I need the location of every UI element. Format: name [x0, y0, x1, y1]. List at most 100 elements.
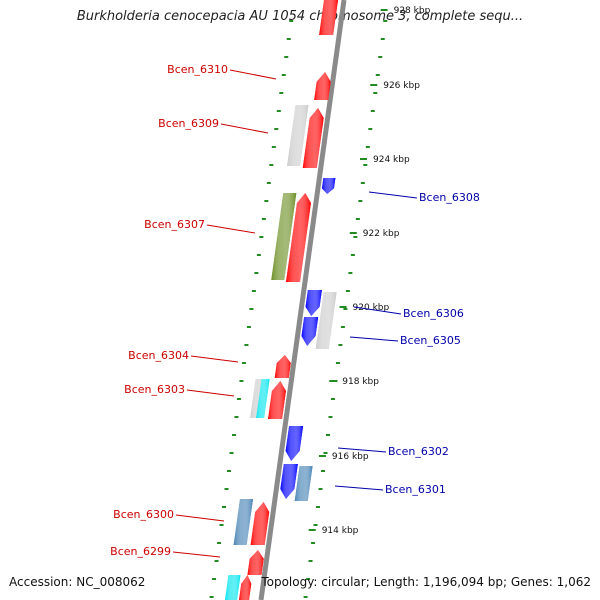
- guide-dot: [340, 326, 345, 328]
- scale-tick-label: 920 kbp: [353, 303, 390, 313]
- gene-bcen-6305-grey-shade: [315, 292, 337, 349]
- guide-dot: [328, 416, 333, 418]
- guide-dot: [229, 452, 234, 454]
- guide-dot: [365, 146, 370, 148]
- guide-dot: [375, 74, 380, 76]
- gene-label-left[interactable]: Bcen_6299: [110, 545, 171, 558]
- gene-bcen-6308-shade: [321, 178, 336, 194]
- guide-dot: [348, 272, 353, 274]
- guide-dot: [244, 344, 249, 346]
- guide-dot: [261, 218, 266, 220]
- guide-dot: [231, 434, 236, 436]
- guide-dot: [234, 416, 239, 418]
- gene-label-leader: [353, 306, 402, 315]
- guide-dot: [320, 470, 325, 472]
- guide-dot: [284, 56, 289, 58]
- guide-dot: [274, 128, 279, 130]
- scale-ticks: 928 kbp 926 kbp 924 kbp 922 kbp 920 kbp 918 k…: [308, 6, 431, 536]
- gene-label-left[interactable]: Bcen_6307: [144, 218, 205, 231]
- guide-dot: [363, 164, 368, 166]
- gene-label-leader: [334, 485, 384, 491]
- guide-dot: [343, 308, 348, 310]
- guide-dot: [360, 182, 365, 184]
- guide-dot: [368, 128, 373, 130]
- topology-value: circular: [321, 575, 366, 589]
- guide-dot: [271, 146, 276, 148]
- accession-label: Accession:: [9, 575, 73, 589]
- gene-label-leader: [349, 336, 399, 342]
- guide-dot: [254, 272, 259, 274]
- scale-tick-label: 916 kbp: [332, 452, 369, 462]
- gene-label-leader: [206, 224, 256, 234]
- gene-bcen-6306-shade: [305, 290, 322, 316]
- accession-info: Accession: NC_008062: [9, 575, 145, 589]
- gene-bcen-6300-steel-shade: [233, 499, 253, 545]
- guide-dot: [269, 164, 274, 166]
- gene-label-right[interactable]: Bcen_6302: [388, 445, 449, 458]
- gene-label-left[interactable]: Bcen_6309: [158, 117, 219, 130]
- gene-label-right[interactable]: Bcen_6306: [403, 307, 464, 320]
- gene-label-right[interactable]: Bcen_6308: [419, 191, 480, 204]
- gene-label-leader: [220, 123, 269, 134]
- guide-dot: [281, 74, 286, 76]
- gene-bcen-6310-shade: [314, 72, 331, 100]
- guide-dot: [251, 290, 256, 292]
- length-value: 1,196,094 bp: [422, 575, 503, 589]
- scale-tick-label: 928 kbp: [394, 6, 431, 16]
- guide-dot: [338, 344, 343, 346]
- gene-label-left[interactable]: Bcen_6304: [128, 349, 189, 362]
- guide-dot: [306, 578, 311, 580]
- guide-dot: [222, 506, 227, 508]
- guide-dot: [323, 452, 328, 454]
- gene-label-right[interactable]: Bcen_6305: [400, 334, 461, 347]
- guide-dot: [380, 38, 385, 40]
- left-gene-labels[interactable]: Bcen_6310 Bcen_6309 Bcen_6307 Bcen_6304 Bcen…: [110, 63, 277, 558]
- gene-bcen-6303-shade: [268, 381, 286, 419]
- guide-dot: [209, 596, 214, 598]
- guide-dot: [335, 362, 340, 364]
- guide-dot: [226, 470, 231, 472]
- guide-dot: [239, 380, 244, 382]
- guide-dot: [279, 92, 284, 94]
- guide-dot: [256, 254, 261, 256]
- guide-dot: [311, 542, 316, 544]
- guide-dot: [308, 560, 313, 562]
- gene-label-left[interactable]: Bcen_6310: [167, 63, 228, 76]
- gene-label-left[interactable]: Bcen_6300: [113, 508, 174, 521]
- guide-dot: [276, 110, 281, 112]
- gene-bcen-6302-shade: [285, 426, 304, 461]
- gene-label-leader: [186, 389, 235, 397]
- right-gene-labels[interactable]: Bcen_6308 Bcen_6306 Bcen_6305 Bcen_6302 Bcen…: [334, 191, 480, 496]
- scale-tick-label: 926 kbp: [383, 81, 420, 91]
- guide-dot: [355, 218, 360, 220]
- guide-dot: [378, 56, 383, 58]
- gene-bcen-6307-green-shade: [271, 193, 297, 280]
- gene-bcen-6301-shade: [280, 464, 298, 499]
- scale-tick-label: 922 kbp: [363, 229, 400, 239]
- guide-dot: [259, 236, 264, 238]
- gene-label-left[interactable]: Bcen_6303: [124, 383, 185, 396]
- guide-dot: [246, 326, 251, 328]
- gene-bcen-6300-shade: [250, 502, 270, 545]
- guide-dot: [236, 398, 241, 400]
- guide-dot: [318, 488, 323, 490]
- gene-bottom-red-shade: [239, 575, 252, 600]
- gene-label-right[interactable]: Bcen_6301: [385, 483, 446, 496]
- gene-bottom-cyan-shade: [225, 575, 241, 600]
- gene-label-leader: [175, 514, 225, 522]
- gene-label-leader: [229, 69, 277, 80]
- gene-label-leader: [337, 447, 387, 453]
- genes-value: 1,062: [556, 575, 591, 589]
- gene-label-leader: [172, 551, 221, 558]
- gene-label-leader: [190, 355, 239, 363]
- guide-dot: [303, 596, 308, 598]
- guide-dot: [353, 236, 358, 238]
- guide-dot: [241, 362, 246, 364]
- scale-tick-label: 924 kbp: [373, 155, 410, 165]
- gene-features[interactable]: [225, 0, 338, 600]
- gene-bcen-6304-shade: [274, 355, 291, 378]
- guide-dot: [224, 488, 229, 490]
- scale-tick-label: 918 kbp: [342, 377, 379, 387]
- dotted-guides: [209, 20, 388, 598]
